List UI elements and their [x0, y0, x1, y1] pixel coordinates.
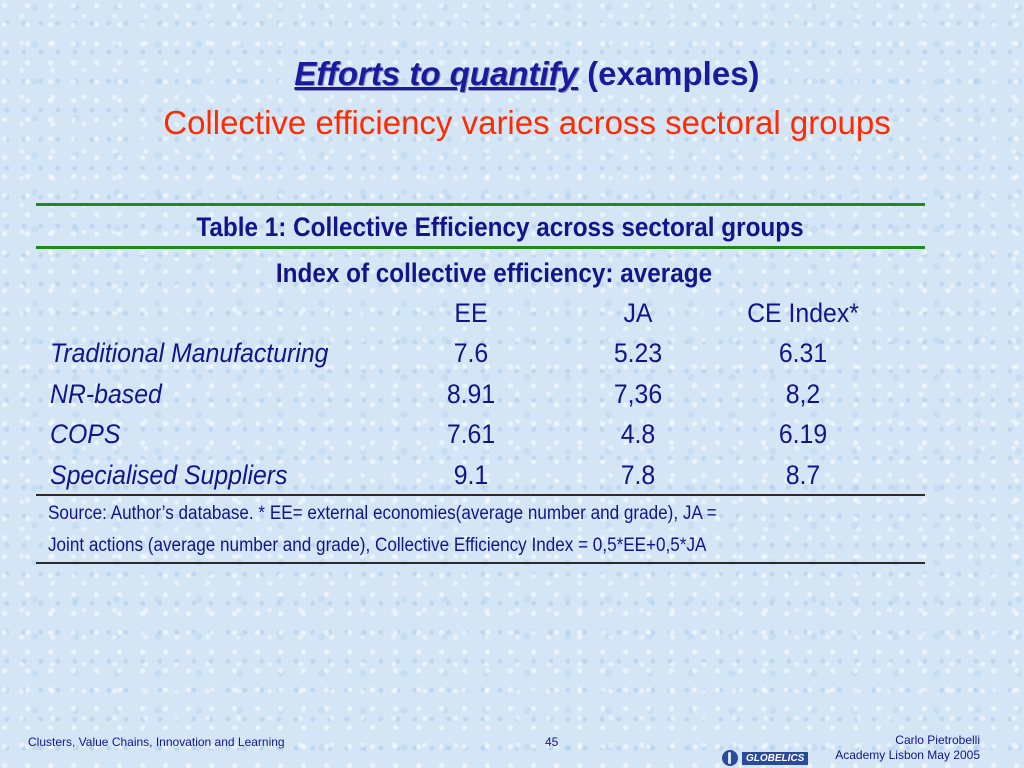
logo-text: GLOBELICS [742, 751, 809, 765]
column-header-ee: EE [454, 298, 488, 328]
row-label-cops: COPS [50, 419, 121, 449]
footer-author-block: Carlo Pietrobelli Academy Lisbon May 200… [835, 733, 980, 763]
globe-icon [722, 750, 738, 766]
table-cell: 7,36 [613, 379, 663, 409]
table-cell: 8.7 [785, 460, 821, 490]
title-rule [36, 246, 925, 249]
footer-author: Carlo Pietrobelli [895, 733, 980, 747]
table-cell: 7.61 [446, 419, 496, 449]
table-title: Table 1: Collective Efficiency across se… [196, 212, 804, 242]
footer-course-title: Clusters, Value Chains, Innovation and L… [28, 735, 285, 749]
table-cell: 7.8 [620, 460, 656, 490]
footer-event: Academy Lisbon May 2005 [835, 748, 980, 762]
table-note-line-2: Joint actions (average number and grade)… [48, 535, 707, 556]
table-bottom-rule [36, 494, 925, 496]
slide-title-underlined: Efforts to quantify [294, 55, 578, 92]
table-cell: 8,2 [785, 379, 821, 409]
column-header-ja: JA [623, 298, 653, 328]
note-bottom-rule [36, 562, 925, 564]
table-cell: 8.91 [446, 379, 496, 409]
slide-title: Efforts to quantify (examples) [0, 55, 1024, 93]
table-note-line-1: Source: Author’s database. * EE= externa… [48, 503, 717, 524]
table-cell: 6.31 [778, 338, 828, 368]
table-cell: 5.23 [613, 338, 663, 368]
page-number: 45 [545, 735, 559, 749]
row-label-specialised-suppliers: Specialised Suppliers [50, 460, 288, 490]
globelics-logo: GLOBELICS [722, 750, 809, 766]
table-cell: 7.6 [453, 338, 489, 368]
column-header-ce-index: CE Index* [747, 298, 859, 328]
row-label-nr-based: NR-based [50, 379, 162, 409]
row-label-traditional-manufacturing: Traditional Manufacturing [50, 338, 329, 368]
table-cell: 9.1 [453, 460, 489, 490]
top-rule [36, 203, 925, 206]
slide-title-rest: (examples) [577, 55, 760, 92]
table-cell: 4.8 [620, 419, 656, 449]
slide-subtitle: Collective efficiency varies across sect… [163, 104, 891, 141]
table-cell: 6.19 [778, 419, 828, 449]
table-subtitle: Index of collective efficiency: average [275, 258, 713, 288]
